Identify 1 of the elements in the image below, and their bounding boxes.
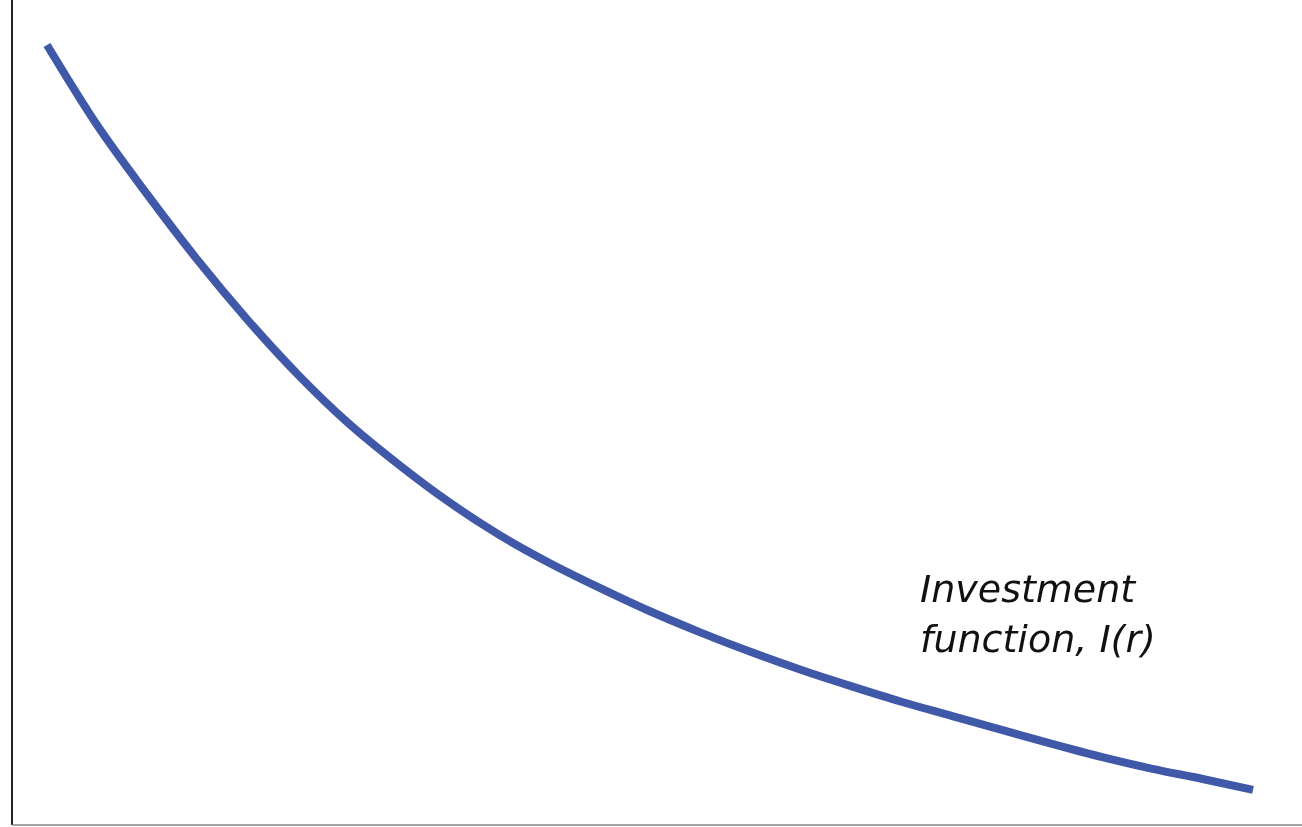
annotation: Investment function, I(r) — [920, 567, 1156, 661]
